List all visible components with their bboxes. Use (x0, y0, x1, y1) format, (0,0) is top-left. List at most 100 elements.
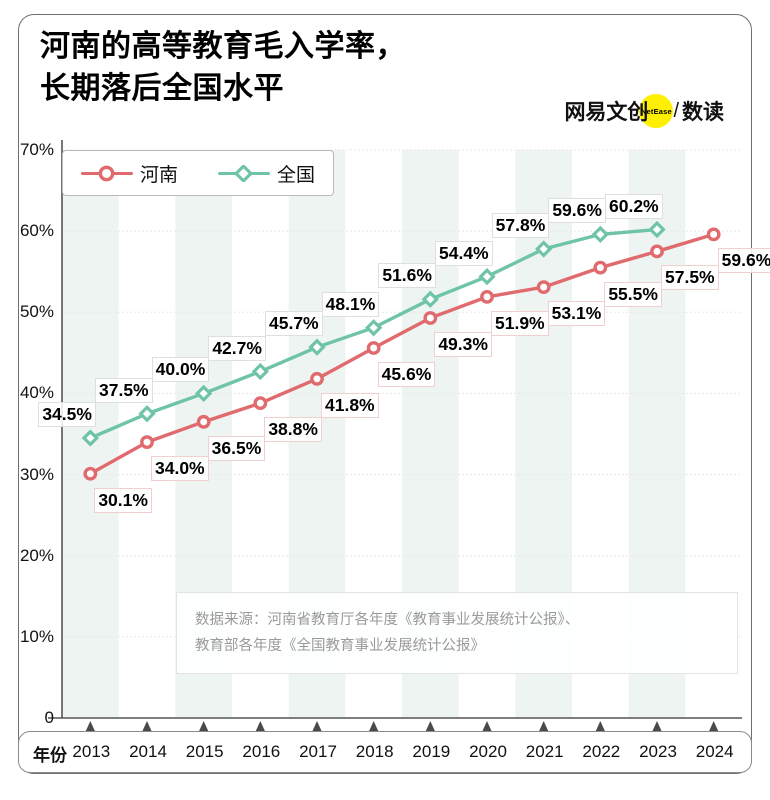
legend-item-henan[interactable]: 河南 (81, 160, 178, 187)
diamond-marker-icon[interactable] (535, 240, 553, 258)
diamond-marker-icon[interactable] (421, 290, 439, 308)
x-tick-arrow (708, 721, 719, 732)
chart-header: 河南的高等教育毛入学率， 长期落后全国水平 网易文创 NetEase / 数读 (40, 26, 740, 138)
circle-marker-icon[interactable] (536, 280, 551, 295)
x-tick-arrow (652, 721, 662, 732)
data-label-henan: 57.5% (661, 265, 719, 291)
x-tick-arrow (85, 721, 96, 732)
brand-logo: 网易文创 NetEase / 数读 (564, 94, 724, 128)
diamond-marker-icon[interactable] (648, 220, 666, 239)
x-axis-tick-label: 2014 (129, 742, 167, 761)
data-label-national: 34.5% (38, 402, 96, 428)
y-axis-tick-label: 40% (19, 383, 54, 403)
y-axis-tick-label: 20% (19, 545, 54, 565)
data-label-national: 48.1% (321, 291, 380, 317)
data-label-national: 51.6% (378, 263, 436, 289)
x-axis-tick-label: 2022 (582, 742, 621, 761)
circle-marker-icon[interactable] (706, 227, 721, 242)
circle-marker-icon[interactable] (650, 244, 664, 259)
legend-item-national[interactable]: 全国 (218, 160, 315, 187)
x-axis-tick-label: 2020 (469, 742, 507, 761)
x-axis-tick-label: 2015 (185, 742, 224, 761)
logo-column-text: 数读 (682, 101, 724, 124)
circle-marker-icon[interactable] (310, 371, 324, 386)
x-tick-arrow (538, 721, 549, 732)
series-line-henan (88, 232, 716, 476)
data-label-henan: 53.1% (547, 301, 606, 327)
y-axis-tick-label: 0 (44, 708, 54, 727)
data-label-national: 45.7% (265, 311, 323, 337)
y-axis-tick-label: 60% (19, 221, 54, 241)
x-tick-arrow (312, 721, 322, 732)
logo-netease-text: NetEase (640, 106, 672, 116)
x-tick-arrow (368, 721, 379, 732)
x-tick-arrow (198, 721, 209, 732)
logo-slash: / (673, 99, 679, 122)
page-title: 河南的高等教育毛入学率， 长期落后全国水平 (40, 30, 406, 105)
data-label-national: 42.7% (208, 335, 266, 361)
logo-yellow-circle (639, 94, 674, 128)
y-axis-tick-label: 30% (19, 464, 54, 484)
legend-label-henan: 河南 (140, 164, 179, 186)
x-axis-tick-label: 2024 (695, 742, 734, 761)
data-label-henan: 45.6% (377, 361, 436, 387)
diamond-marker-icon[interactable] (308, 338, 326, 356)
logo-netease-badge: NetEase (639, 94, 674, 128)
x-tick-arrow (425, 721, 436, 732)
circle-marker-icon[interactable] (366, 341, 381, 355)
x-tick-arrow (595, 721, 606, 732)
source-note: 数据来源：河南省教育厅各年度《教育事业发展统计公报》、 教育部各年度《全国教育事… (176, 592, 738, 674)
circle-marker-icon[interactable] (480, 289, 494, 304)
x-axis-tick-label: 2018 (355, 742, 394, 761)
legend-label-national: 全国 (277, 164, 316, 186)
x-axis-tick-label: 2013 (72, 742, 111, 761)
diamond-marker-icon[interactable] (251, 362, 269, 381)
x-axis-tick-label: 2019 (412, 742, 451, 761)
data-label-henan: 55.5% (604, 281, 662, 307)
diamond-marker-icon[interactable] (138, 405, 156, 423)
x-tick-arrow (482, 721, 492, 732)
diamond-marker-icon[interactable] (195, 384, 213, 403)
data-label-henan: 34.0% (151, 456, 209, 482)
diamond-marker-icon[interactable] (365, 319, 383, 337)
diamond-marker-icon[interactable] (591, 225, 609, 244)
x-axis-tick-label: 2023 (639, 742, 677, 761)
x-axis-strip: 年份 2013 2014 2015 2016 2017 2018 2019 2020 2021 2… (18, 731, 752, 773)
circle-marker-icon[interactable] (140, 435, 154, 450)
data-label-henan: 59.6% (717, 248, 770, 274)
data-label-national: 60.2% (605, 193, 663, 219)
legend-swatch-henan (81, 163, 133, 183)
x-axis-tick-label: 2016 (242, 742, 281, 761)
x-axis-title: 年份 (33, 746, 67, 765)
y-axis-tick-label: 50% (19, 302, 54, 322)
legend-swatch-national (218, 163, 271, 184)
y-axis-tick-label: 70% (19, 140, 54, 159)
circle-marker-icon[interactable] (423, 311, 438, 325)
data-label-henan: 49.3% (434, 331, 492, 357)
x-tick-arrow (255, 721, 266, 732)
circle-marker-icon[interactable] (83, 466, 98, 481)
data-label-national: 54.4% (435, 240, 493, 266)
data-label-henan: 36.5% (207, 435, 266, 461)
x-axis-tick-label: 2017 (299, 742, 337, 761)
data-label-national: 57.8% (491, 212, 550, 238)
circle-marker-icon[interactable] (593, 260, 608, 275)
data-label-national: 37.5% (95, 377, 153, 403)
diamond-marker-icon[interactable] (81, 429, 99, 447)
circle-marker-icon (98, 165, 115, 182)
data-label-henan: 41.8% (321, 392, 379, 418)
y-axis-tick-label: 10% (19, 626, 54, 646)
diamond-marker-icon[interactable] (478, 267, 496, 286)
circle-marker-icon[interactable] (253, 396, 268, 411)
x-tick-arrow (142, 721, 152, 732)
data-label-henan: 51.9% (491, 310, 549, 336)
diamond-marker-icon (233, 163, 254, 184)
data-label-national: 59.6% (548, 198, 606, 224)
data-label-national: 40.0% (151, 357, 210, 383)
chart-legend: 河南 全国 (62, 150, 335, 196)
data-label-henan: 38.8% (264, 417, 322, 443)
x-axis-tick-label: 2021 (525, 742, 564, 761)
circle-marker-icon[interactable] (196, 414, 211, 429)
